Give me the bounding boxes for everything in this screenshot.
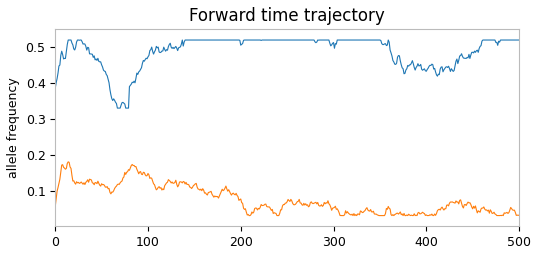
Title: Forward time trajectory: Forward time trajectory — [189, 7, 385, 25]
Y-axis label: allele frequency: allele frequency — [7, 77, 20, 178]
